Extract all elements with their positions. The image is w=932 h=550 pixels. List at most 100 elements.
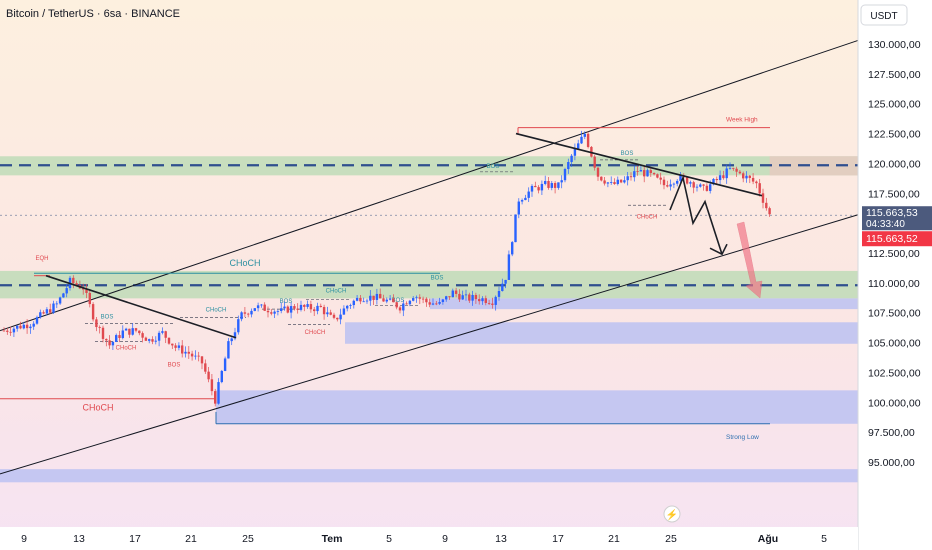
- candle-body-199: [659, 177, 662, 180]
- candle-body-228: [755, 181, 758, 184]
- candle-body-177: [586, 133, 590, 147]
- candle-body-217: [718, 175, 722, 181]
- candle-body-218: [722, 175, 725, 179]
- candle-body-140: [464, 294, 468, 296]
- candle-body-8: [29, 326, 32, 329]
- candle-body-137: [454, 290, 458, 294]
- candle-body-207: [685, 177, 689, 184]
- candle-body-4: [16, 325, 19, 329]
- candle-body-49: [164, 331, 167, 338]
- lightning-badge[interactable]: [663, 505, 681, 523]
- candle-body-100: [332, 314, 336, 318]
- candle-body-194: [643, 170, 646, 177]
- candle-body-28: [95, 319, 98, 328]
- candle-body-198: [656, 174, 659, 178]
- date-tick-10: 21: [608, 533, 620, 545]
- price-tick-3: 122.500,00: [868, 129, 921, 141]
- price-tick-7: 112.500,00: [868, 248, 920, 260]
- date-tick-5: Tem: [322, 533, 343, 545]
- candle-body-147: [487, 302, 491, 304]
- candle-body-53: [177, 345, 181, 348]
- candle-body-138: [458, 293, 461, 300]
- candle-body-44: [148, 339, 151, 341]
- demand-zone-bottom: [0, 469, 858, 483]
- candle-body-106: [352, 300, 355, 306]
- candle-body-119: [395, 302, 398, 308]
- candle-body-116: [385, 299, 388, 302]
- candle-body-179: [593, 156, 596, 168]
- candle-body-33: [111, 341, 115, 346]
- candle-body-192: [636, 171, 639, 172]
- candle-body-41: [138, 330, 141, 334]
- candle-body-163: [540, 183, 544, 191]
- candle-body-71: [237, 319, 240, 333]
- candle-body-183: [606, 182, 610, 184]
- zone-right-shade: [769, 156, 858, 176]
- candle-body-72: [240, 312, 243, 320]
- structure-label-7: BOS: [392, 298, 405, 304]
- candle-body-170: [563, 169, 567, 181]
- candle-body-196: [649, 170, 652, 173]
- candle-body-13: [45, 309, 49, 314]
- price-tick-1: 127.500,00: [868, 69, 921, 81]
- candle-body-155: [514, 214, 517, 243]
- candle-body-212: [702, 184, 705, 186]
- target-arrow: [736, 221, 763, 299]
- structure-label-2: BOS: [168, 362, 181, 368]
- candle-body-24: [82, 288, 85, 290]
- choch-label-low: CHoCH: [82, 403, 113, 413]
- candle-body-166: [550, 183, 553, 188]
- candle-body-193: [639, 170, 643, 172]
- price-tick-12: 100.000,00: [868, 397, 921, 409]
- date-tick-4: 25: [242, 533, 254, 545]
- candle-body-121: [402, 303, 405, 311]
- structure-label-9: BOS: [487, 164, 500, 170]
- candle-body-135: [448, 296, 451, 298]
- candle-body-181: [600, 176, 603, 181]
- demand-zone-strong-low: [216, 390, 858, 424]
- candle-body-109: [362, 301, 365, 303]
- candle-body-39: [131, 328, 134, 335]
- candle-body-61: [204, 363, 207, 372]
- candle-body-65: [217, 382, 220, 404]
- candle-body-153: [507, 254, 511, 280]
- countdown-value: 04:33:40: [866, 219, 905, 230]
- candle-body-136: [451, 290, 454, 298]
- candle-body-185: [613, 182, 616, 185]
- candle-body-0: [2, 330, 6, 332]
- candle-body-200: [662, 179, 666, 186]
- candle-body-25: [85, 289, 88, 293]
- candle-body-102: [339, 314, 342, 320]
- structure-label-0: BOS: [101, 315, 114, 321]
- candle-body-123: [408, 300, 412, 305]
- symbol-title[interactable]: Bitcoin / TetherUS · 6sa · BINANCE: [6, 8, 181, 20]
- last-price-badge: [862, 231, 932, 247]
- candle-body-108: [359, 297, 362, 302]
- candle-body-159: [527, 191, 530, 198]
- candle-body-187: [619, 179, 623, 183]
- candle-body-38: [128, 328, 131, 335]
- candle-body-120: [398, 307, 402, 311]
- candle-body-29: [98, 327, 101, 328]
- currency-label: USDT: [870, 11, 897, 22]
- candle-body-83: [276, 310, 280, 312]
- candle-body-18: [62, 293, 65, 298]
- structure-label-3: CHoCH: [206, 308, 227, 314]
- week-high-label: Week High: [726, 117, 758, 124]
- price-tick-8: 110.000,00: [868, 278, 920, 290]
- candle-body-7: [25, 324, 29, 329]
- currency-box[interactable]: [860, 4, 908, 26]
- candle-body-16: [55, 303, 58, 305]
- candle-body-225: [745, 175, 748, 179]
- eqh-label: EQH: [35, 256, 48, 262]
- candle-body-195: [646, 170, 649, 177]
- date-tick-6: 5: [386, 533, 392, 545]
- candle-body-167: [553, 183, 557, 188]
- candle-body-220: [728, 167, 732, 169]
- candle-body-66: [220, 370, 223, 383]
- candle-body-223: [738, 171, 742, 174]
- candle-body-231: [765, 202, 768, 209]
- candle-body-1: [6, 330, 9, 332]
- candle-body-60: [200, 356, 204, 364]
